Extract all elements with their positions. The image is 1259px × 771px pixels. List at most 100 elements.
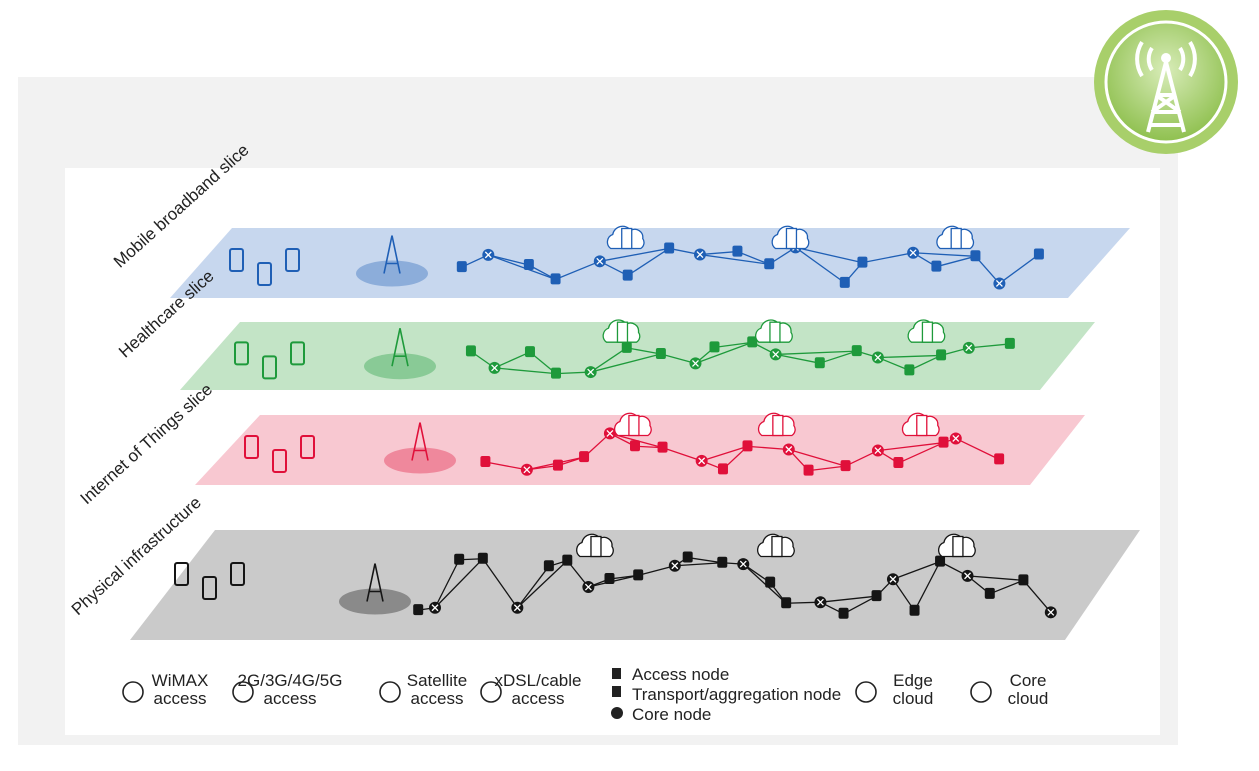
link [788, 448, 846, 467]
link [488, 254, 556, 280]
link [662, 447, 702, 462]
icon [855, 681, 877, 703]
logo [1094, 10, 1238, 154]
link [999, 253, 1040, 284]
core-mark [596, 257, 604, 265]
legend-label: 2G/3G/4G/5G [238, 671, 343, 690]
node [936, 349, 947, 361]
link [638, 565, 675, 577]
core-mark [889, 575, 897, 583]
node [742, 440, 753, 452]
link [485, 461, 527, 471]
node [604, 573, 615, 585]
node [851, 345, 862, 357]
device [244, 435, 259, 459]
node [633, 569, 644, 581]
link [695, 341, 753, 365]
core-mark [584, 583, 592, 591]
core-mark [513, 604, 521, 612]
node [857, 256, 868, 268]
core-mark [1047, 608, 1055, 616]
legend-label: Core node [632, 705, 711, 724]
core-mark [523, 466, 531, 474]
link [775, 353, 820, 364]
icon [612, 686, 621, 697]
link [892, 561, 941, 580]
node [814, 357, 825, 369]
legend-label: xDSL/cable [495, 671, 582, 690]
icon [611, 707, 623, 719]
node [840, 460, 851, 472]
core-mark [965, 344, 973, 352]
node [935, 555, 946, 567]
link [434, 559, 460, 609]
coverage [384, 447, 456, 474]
core-mark [772, 350, 780, 358]
server [616, 321, 629, 343]
node [552, 459, 563, 471]
link [967, 575, 1024, 581]
core-mark [874, 354, 882, 362]
tower [411, 422, 429, 461]
core-mark [696, 251, 704, 259]
coverage [364, 353, 436, 380]
node [838, 607, 849, 619]
server [769, 321, 781, 343]
legend-label: Edge [893, 671, 933, 690]
node [524, 346, 535, 358]
core-mark [484, 251, 492, 259]
node [909, 604, 920, 616]
node [904, 364, 915, 376]
device [262, 355, 277, 380]
link [590, 347, 628, 373]
node [984, 587, 995, 599]
node [480, 456, 491, 468]
core-mark [698, 457, 706, 465]
node [622, 269, 633, 281]
node [803, 464, 814, 476]
server [772, 414, 784, 437]
node [465, 345, 476, 357]
link [516, 565, 550, 609]
plane [130, 530, 1140, 640]
link [626, 347, 661, 355]
node [747, 336, 758, 348]
legend-label: access [264, 689, 317, 708]
node [1033, 248, 1044, 260]
link [434, 558, 484, 609]
icon [970, 681, 992, 703]
link [494, 351, 531, 369]
icon [122, 681, 144, 703]
link [599, 247, 670, 262]
link [843, 595, 877, 615]
core-mark [874, 447, 882, 455]
server [621, 227, 633, 250]
node [871, 590, 882, 602]
link [795, 246, 846, 284]
legend-label: Access node [632, 665, 729, 684]
node [579, 451, 590, 463]
node [664, 242, 675, 254]
legend-label: access [411, 689, 464, 708]
link [590, 353, 662, 373]
device [285, 248, 300, 272]
link [1022, 579, 1052, 613]
link [808, 465, 846, 472]
legend-label: access [154, 689, 207, 708]
node [454, 553, 465, 565]
link [819, 350, 857, 364]
link [494, 367, 557, 375]
link [877, 442, 944, 452]
legend-label: cloud [1008, 689, 1049, 708]
server [628, 414, 640, 437]
node [732, 245, 743, 257]
core-mark [739, 560, 747, 568]
link [877, 354, 942, 359]
node [717, 463, 728, 475]
link [820, 595, 877, 603]
device [290, 341, 305, 366]
tower [366, 563, 384, 602]
